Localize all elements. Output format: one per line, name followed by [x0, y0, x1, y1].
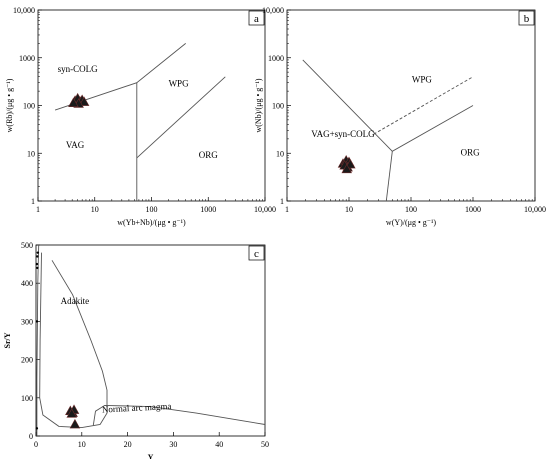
y-tick-label: 500 [21, 241, 33, 250]
field-label: Normal arc magma [102, 401, 172, 415]
x-tick-label: 100 [405, 205, 417, 214]
x-tick-label: 100 [146, 205, 158, 214]
y-tick-label: 200 [21, 356, 33, 365]
panel-letter-box [248, 10, 265, 26]
x-tick-label: 40 [215, 440, 223, 449]
x-tick-label: 10 [78, 440, 86, 449]
y-tick-label: 1 [31, 197, 35, 206]
x-tick-label: 1 [36, 205, 40, 214]
x-tick-label: 30 [169, 440, 177, 449]
panel-b: b 1 10 100 1000 10,000 1 10 100 1000 10,000 w(Y)/(μ… [254, 6, 546, 227]
panel-a: a 1 10 100 1000 10,000 1 10 100 1000 10,000 w(Yb+Nb… [5, 6, 276, 227]
data-point-small [35, 262, 39, 266]
field-label: ORG [461, 147, 481, 157]
y-tick-label: 100 [272, 102, 284, 111]
y-axis-label: w(Nb)/(μg • g⁻¹) [254, 78, 263, 132]
x-tick-label: 10,000 [254, 205, 276, 214]
x-axis-label: w(Y)/(μg • g⁻¹) [386, 218, 436, 227]
y-tick-label: 100 [23, 102, 35, 111]
x-axis-label: w(Yb+Nb)/(μg • g⁻¹) [117, 218, 186, 227]
y-tick-label: 1 [280, 197, 284, 206]
panel-letter: c [254, 248, 259, 260]
y-tick-label: 10 [276, 149, 284, 158]
plot-frame [286, 9, 536, 202]
panel-letter-box [518, 10, 535, 26]
x-tick-label: 50 [261, 440, 269, 449]
y-tick-label: 10,000 [262, 6, 284, 15]
x-tick-label: 10,000 [524, 205, 546, 214]
y-tick-label: 400 [21, 279, 33, 288]
field-boundary [39, 252, 108, 429]
x-tick-label: 20 [124, 440, 132, 449]
panel-letter: b [524, 13, 530, 25]
x-tick-label: 1000 [200, 205, 216, 214]
y-tick-label: 300 [21, 317, 33, 326]
panel-letter-box [248, 245, 265, 261]
data-point [68, 97, 79, 107]
field-boundary-dashed [373, 76, 474, 135]
data-point-small [36, 255, 39, 258]
x-tick-label: 1000 [465, 205, 481, 214]
y-tick-label: 10,000 [13, 6, 35, 15]
field-boundary [92, 404, 266, 426]
x-tick-label: 10 [345, 205, 353, 214]
data-point-small [36, 266, 39, 270]
field-label: VAG+syn-COLG [311, 129, 375, 139]
plot-frame [35, 244, 266, 437]
field-label: ORG [199, 150, 219, 160]
y-axis-label: Sr/Y [3, 332, 12, 348]
field-boundary [36, 244, 40, 436]
field-label: VAG [66, 140, 85, 150]
field-label: WPG [412, 75, 433, 85]
y-tick-label: 100 [21, 394, 33, 403]
data-point-small [36, 251, 40, 254]
x-tick-label: 10 [91, 205, 99, 214]
data-point-small [35, 427, 39, 430]
data-point [69, 418, 81, 429]
panel-c: c0 10 20 30 40 500100200300400500YSr/YAdakite… [3, 241, 269, 459]
data-point-small [35, 320, 39, 323]
field-boundary [136, 76, 226, 159]
y-axis-label: w(Rb)/(μg • g⁻¹) [5, 78, 14, 132]
data-point [78, 96, 90, 106]
x-tick-label: 0 [34, 440, 38, 449]
field-label: Adakite [61, 296, 90, 306]
panel-letter: a [254, 13, 259, 25]
y-tick-label: 0 [29, 432, 33, 441]
y-tick-label: 1000 [268, 54, 284, 63]
field-label: WPG [169, 78, 190, 88]
x-tick-label: 1 [285, 205, 289, 214]
field-boundary [385, 151, 393, 202]
y-tick-label: 10 [27, 149, 35, 158]
data-point [66, 408, 77, 418]
data-point [341, 163, 353, 174]
y-tick-label: 1000 [19, 54, 35, 63]
field-label: syn-COLG [58, 64, 98, 74]
x-axis-label: Y [148, 453, 154, 459]
